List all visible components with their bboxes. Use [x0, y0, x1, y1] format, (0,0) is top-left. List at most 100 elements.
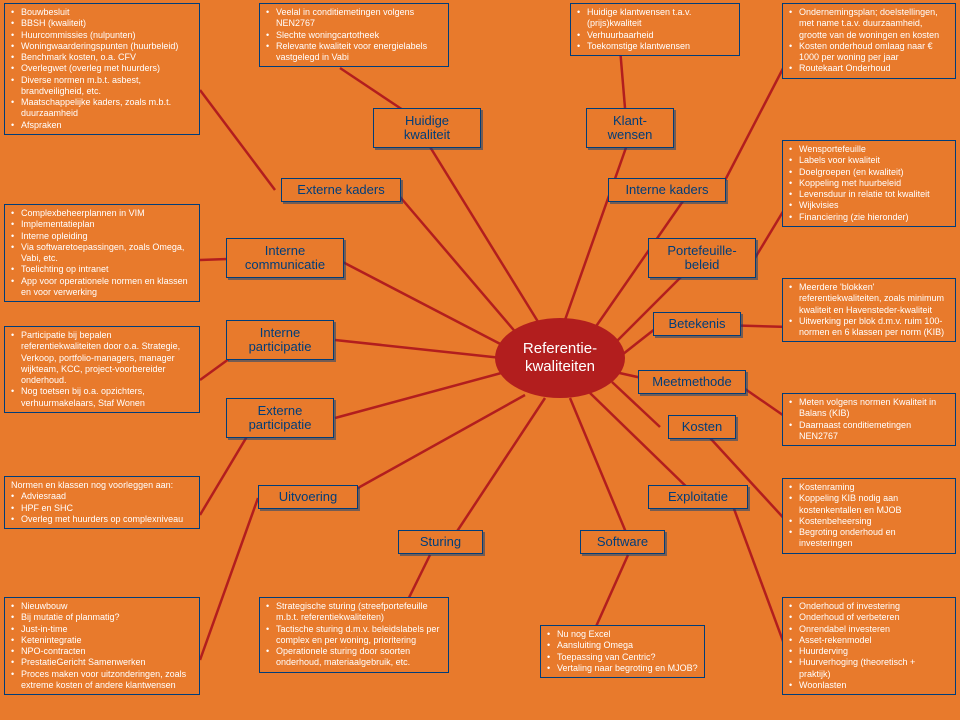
list-item: Complexbeheerplannen in VIM [11, 208, 193, 219]
list-item: Ketenintegratie [11, 635, 193, 646]
list-right-5: KostenramingKoppeling KIB nodig aan kost… [789, 482, 949, 550]
list-item: App voor operationele normen en klassen … [11, 276, 193, 299]
list-left-1: BouwbesluitBBSH (kwaliteit)Huurcommissie… [11, 7, 193, 131]
box-right-3: Meerdere 'blokken' referentiekwaliteiten… [782, 278, 956, 342]
list-item: Wijkvisies [789, 200, 949, 211]
list-item: Verhuurbaarheid [577, 30, 733, 41]
node-klant-wensen: Klant-wensen [586, 108, 674, 148]
node-kosten: Kosten [668, 415, 736, 439]
list-item: Kosten onderhoud omlaag naar € 1000 per … [789, 41, 949, 64]
list-item: Asset-rekenmodel [789, 635, 949, 646]
list-item: Koppeling met huurbeleid [789, 178, 949, 189]
list-item: Daarnaast conditiemetingen NEN2767 [789, 420, 949, 443]
list-item: Toelichting op intranet [11, 264, 193, 275]
box-right-2: WensportefeuilleLabels voor kwaliteitDoe… [782, 140, 956, 227]
box-left-5: NieuwbouwBij mutatie of planmatig?Just-i… [4, 597, 200, 695]
list-item: Onderhoud of investering [789, 601, 949, 612]
list-item: Vertaling naar begroting en MJOB? [547, 663, 698, 674]
node-uitvoering: Uitvoering [258, 485, 358, 509]
list-top-right: Huidige klantwensen t.a.v. (prijs)kwalit… [577, 7, 733, 52]
box-top-mid: Veelal in conditiemetingen volgens NEN27… [259, 3, 449, 67]
list-item: Tactische sturing d.m.v. beleidslabels p… [266, 624, 442, 647]
node-meetmethode: Meetmethode [638, 370, 746, 394]
node-exploitatie: Exploitatie [648, 485, 748, 509]
list-item: Slechte woningcartotheek [266, 30, 442, 41]
list-item: Aansluiting Omega [547, 640, 698, 651]
list-item: Just-in-time [11, 624, 193, 635]
list-item: Veelal in conditiemetingen volgens NEN27… [266, 7, 442, 30]
node-software: Software [580, 530, 665, 554]
list-item: Routekaart Onderhoud [789, 63, 949, 74]
box-right-6: Onderhoud of investeringOnderhoud of ver… [782, 597, 956, 695]
list-left-4: AdviesraadHPF en SHCOverleg met huurders… [11, 491, 193, 525]
list-right-3: Meerdere 'blokken' referentiekwaliteiten… [789, 282, 949, 338]
node-sturing: Sturing [398, 530, 483, 554]
list-item: Woonlasten [789, 680, 949, 691]
box-right-5: KostenramingKoppeling KIB nodig aan kost… [782, 478, 956, 554]
list-item: Interne opleiding [11, 231, 193, 242]
list-top-mid: Veelal in conditiemetingen volgens NEN27… [266, 7, 442, 63]
box-bot-mid: Strategische sturing (streefportefeuille… [259, 597, 449, 673]
node-externe-kaders: Externe kaders [281, 178, 401, 202]
list-left-5: NieuwbouwBij mutatie of planmatig?Just-i… [11, 601, 193, 691]
list-item: Toepassing van Centric? [547, 652, 698, 663]
list-item: PrestatieGericht Samenwerken [11, 657, 193, 668]
node-betekenis: Betekenis [653, 312, 741, 336]
list-item: Meerdere 'blokken' referentiekwaliteiten… [789, 282, 949, 316]
node-portefeuille-beleid: Portefeuille-beleid [648, 238, 756, 278]
list-item: Nog toetsen bij o.a. opzichters, verhuur… [11, 386, 193, 409]
list-right-2: WensportefeuilleLabels voor kwaliteitDoe… [789, 144, 949, 223]
list-item: Financiering (zie hieronder) [789, 212, 949, 223]
list-item: Doelgroepen (en kwaliteit) [789, 167, 949, 178]
list-item: Begroting onderhoud en investeringen [789, 527, 949, 550]
list-item: Overleg met huurders op complexniveau [11, 514, 193, 525]
box-left-4: Normen en klassen nog voorleggen aan: Ad… [4, 476, 200, 529]
list-item: NPO-contracten [11, 646, 193, 657]
list-item: Relevante kwaliteit voor energielabels v… [266, 41, 442, 64]
list-bot-mid: Strategische sturing (streefportefeuille… [266, 601, 442, 669]
list-item: Onrendabel investeren [789, 624, 949, 635]
list-item: Ondernemingsplan; doelstellingen, met na… [789, 7, 949, 41]
list-item: Maatschappelijke kaders, zoals m.b.t. du… [11, 97, 193, 120]
list-item: Implementatieplan [11, 219, 193, 230]
box-left-4-intro: Normen en klassen nog voorleggen aan: [11, 480, 193, 491]
list-item: Labels voor kwaliteit [789, 155, 949, 166]
list-item: Huidige klantwensen t.a.v. (prijs)kwalit… [577, 7, 733, 30]
list-item: Diverse normen m.b.t. asbest, brandveili… [11, 75, 193, 98]
list-item: Nu nog Excel [547, 629, 698, 640]
list-item: Overlegwet (overleg met huurders) [11, 63, 193, 74]
box-left-1: BouwbesluitBBSH (kwaliteit)Huurcommissie… [4, 3, 200, 135]
list-item: Proces maken voor uitzonderingen, zoals … [11, 669, 193, 692]
node-interne-kaders: Interne kaders [608, 178, 726, 202]
list-item: Onderhoud of verbeteren [789, 612, 949, 623]
box-right-4: Meten volgens normen Kwaliteit in Balans… [782, 393, 956, 446]
node-externe-participatie: Externeparticipatie [226, 398, 334, 438]
node-interne-communicatie: Internecommunicatie [226, 238, 344, 278]
box-left-2: Complexbeheerplannen in VIMImplementatie… [4, 204, 200, 302]
list-item: Wensportefeuille [789, 144, 949, 155]
list-item: HPF en SHC [11, 503, 193, 514]
list-right-4: Meten volgens normen Kwaliteit in Balans… [789, 397, 949, 442]
list-item: Kostenraming [789, 482, 949, 493]
center-label: Referentie-kwaliteiten [523, 340, 597, 376]
node-interne-participatie: Interneparticipatie [226, 320, 334, 360]
box-top-right: Huidige klantwensen t.a.v. (prijs)kwalit… [570, 3, 740, 56]
list-item: Toekomstige klantwensen [577, 41, 733, 52]
list-right-6: Onderhoud of investeringOnderhoud of ver… [789, 601, 949, 691]
list-item: Via softwaretoepassingen, zoals Omega, V… [11, 242, 193, 265]
box-right-1: Ondernemingsplan; doelstellingen, met na… [782, 3, 956, 79]
list-item: Adviesraad [11, 491, 193, 502]
center-node-referentiekwaliteiten: Referentie-kwaliteiten [495, 318, 625, 398]
list-left-3: Participatie bij bepalen referentiekwali… [11, 330, 193, 409]
list-item: Koppeling KIB nodig aan kostenkentallen … [789, 493, 949, 516]
list-item: Huurverhoging (theoretisch + praktijk) [789, 657, 949, 680]
list-item: Woningwaarderingspunten (huurbeleid) [11, 41, 193, 52]
list-item: Bouwbesluit [11, 7, 193, 18]
box-bot-right: Nu nog ExcelAansluiting OmegaToepassing … [540, 625, 705, 678]
list-item: BBSH (kwaliteit) [11, 18, 193, 29]
list-item: Nieuwbouw [11, 601, 193, 612]
list-item: Levensduur in relatie tot kwaliteit [789, 189, 949, 200]
list-right-1: Ondernemingsplan; doelstellingen, met na… [789, 7, 949, 75]
list-item: Afspraken [11, 120, 193, 131]
list-item: Huurderving [789, 646, 949, 657]
